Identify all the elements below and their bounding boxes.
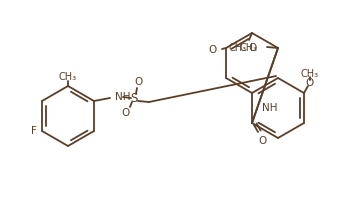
Text: CH₃: CH₃ — [301, 69, 319, 79]
Text: O: O — [122, 108, 130, 118]
Text: CH₃: CH₃ — [229, 43, 247, 53]
Text: CH₃: CH₃ — [240, 43, 258, 53]
Text: O: O — [135, 77, 143, 87]
Text: S: S — [130, 92, 138, 104]
Text: F: F — [31, 126, 37, 136]
Text: O: O — [209, 45, 217, 55]
Text: NH: NH — [262, 103, 278, 113]
Text: CH₃: CH₃ — [59, 72, 77, 82]
Text: O: O — [249, 43, 257, 53]
Text: O: O — [258, 136, 266, 146]
Text: NH: NH — [115, 92, 130, 102]
Text: O: O — [306, 78, 314, 88]
